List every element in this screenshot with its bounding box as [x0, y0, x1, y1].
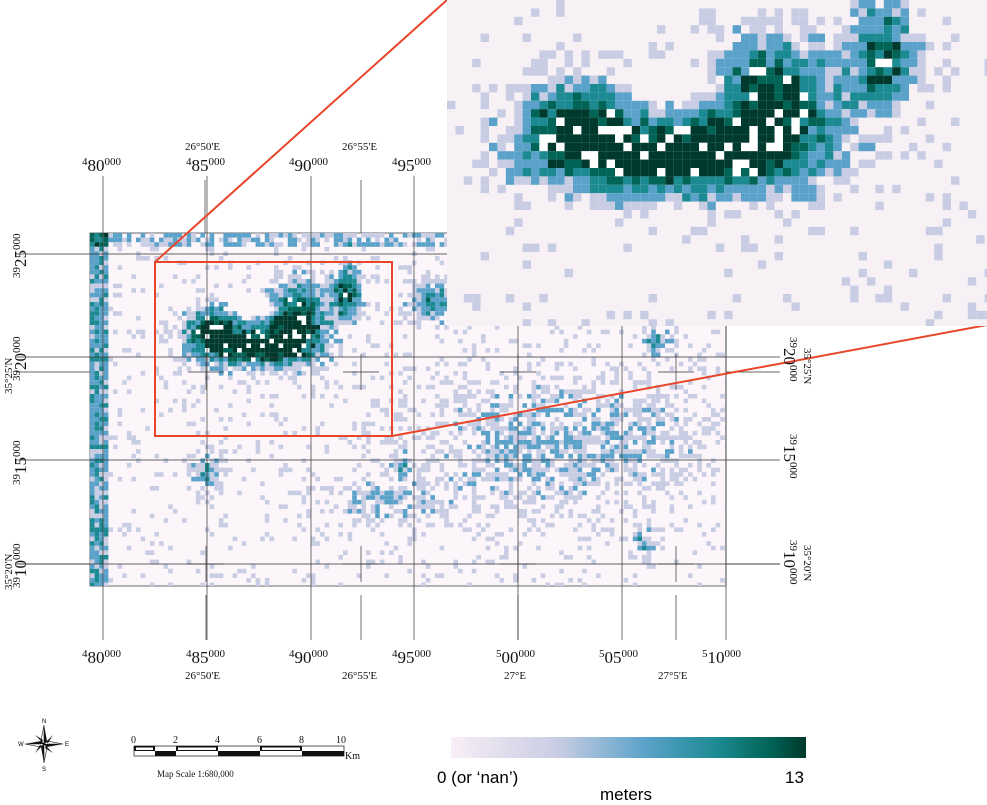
- zoom-leader-top: [154, 0, 448, 263]
- legend-max-label: 13: [785, 768, 804, 787]
- longitude-label-bottom-27: 27°E: [504, 670, 526, 682]
- latitude-label-right-3520: 35°20'N: [801, 545, 813, 581]
- zoom-box: [154, 261, 393, 437]
- easting-label-bottom-505: 505000: [599, 648, 639, 667]
- northing-label-right-3920: 3920000: [780, 337, 799, 382]
- latitude-label-left-3520: 35°20'N: [3, 554, 15, 590]
- zoom-indicator: [154, 0, 987, 437]
- northing-label-right-3910: 3910000: [780, 540, 799, 585]
- northing-label-left-3910: 3910000: [11, 543, 30, 588]
- easting-label-bottom-485: 485000: [186, 648, 226, 667]
- easting-label-top-490: 490000: [289, 156, 329, 175]
- inset-depth-raster: [447, 0, 987, 326]
- easting-label-bottom-510: 510000: [702, 648, 742, 667]
- zoom-leader-bottom: [391, 324, 987, 437]
- compass-rose: N S E W: [18, 719, 69, 773]
- scale-tick-4: 4: [215, 735, 220, 746]
- northing-label-right-3915: 3915000: [780, 434, 799, 479]
- legend-color-ramp: [451, 737, 806, 758]
- scale-unit: Km: [345, 751, 360, 762]
- compass-east-label: E: [65, 742, 69, 748]
- longitude-label-top-2650: 26°50'E: [185, 141, 220, 153]
- northing-label-left-3915: 3915000: [11, 440, 30, 485]
- scale-tick-6: 6: [257, 735, 262, 746]
- northing-label-left-3925: 3925000: [11, 233, 30, 278]
- legend-min-label: 0 (or ‘nan’): [437, 768, 518, 787]
- easting-label-bottom-495: 495000: [392, 648, 432, 667]
- longitude-label-bottom-2655: 26°55'E: [342, 670, 377, 682]
- legend-unit-label: meters: [600, 785, 652, 804]
- longitude-label-bottom-275: 27°5'E: [658, 670, 688, 682]
- easting-label-top-495: 495000: [392, 156, 432, 175]
- compass-star-icon: [24, 724, 64, 764]
- easting-label-bottom-480: 480000: [82, 648, 122, 667]
- compass-west-label: W: [18, 742, 24, 748]
- longitude-label-top-2655: 26°55'E: [342, 141, 377, 153]
- easting-label-top-480: 480000: [82, 156, 122, 175]
- grid-lines: [16, 176, 780, 640]
- latitude-label-right-3525: 35°25'N: [801, 348, 813, 384]
- scale-tick-10: 10: [336, 735, 346, 746]
- scale-tick-2: 2: [173, 735, 178, 746]
- zoom-inset: [447, 0, 987, 326]
- longitude-label-bottom-2650: 26°50'E: [185, 670, 220, 682]
- northing-label-left-3920: 3920000: [11, 336, 30, 381]
- easting-label-top-485: 485000: [186, 156, 226, 175]
- depth-legend: 0 (or ‘nan’) 13 meters: [437, 737, 806, 804]
- scale-caption: Map Scale 1:680,000: [157, 769, 234, 779]
- scale-bar: 0 2 4 6 8 10 Km Map Scale 1:680,000: [131, 735, 360, 779]
- compass-south-label: S: [42, 767, 46, 773]
- latitude-label-left-3525: 35°25'N: [3, 358, 15, 394]
- scale-tick-0: 0: [131, 735, 136, 746]
- easting-label-bottom-500: 500000: [496, 648, 536, 667]
- scale-tick-8: 8: [299, 735, 304, 746]
- easting-label-bottom-490: 490000: [289, 648, 329, 667]
- compass-north-label: N: [42, 719, 46, 725]
